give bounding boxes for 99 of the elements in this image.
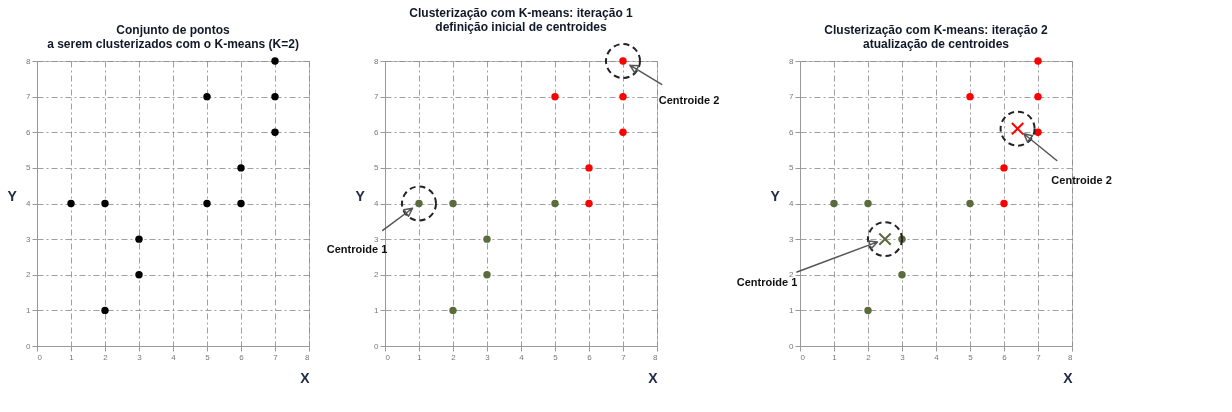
x-tick-label: 4 [171,352,177,362]
y-tick-label: 6 [374,127,380,137]
point [1034,92,1042,101]
y-tick-label: 3 [374,234,380,244]
point [203,199,211,208]
x-tick-label: 7 [621,352,627,362]
y-tick-label: 1 [374,305,380,315]
x-tick-label: 7 [273,352,279,362]
point [237,164,245,172]
x-tick-label: 3 [137,352,143,362]
y-tick-label: 0 [789,341,795,351]
y-tick-label: 4 [26,199,32,208]
y-tick-label: 1 [789,305,795,315]
chart-title: Conjunto de pontos a serem clusterizados com o K-means (K=2) [47,23,299,51]
x-tick-label: 7 [1036,352,1042,362]
x-tick-label: 4 [934,352,940,362]
y-tick-label: 3 [26,234,32,244]
point [271,57,279,65]
point [237,199,245,208]
point [271,128,279,136]
point [551,92,559,101]
point [619,128,627,136]
annotation: Centroide 2 [658,94,720,106]
y-tick-label: 5 [374,163,380,173]
point [585,199,593,208]
x-tick-label: 0 [800,352,806,362]
y-tick-label: 0 [374,341,380,351]
y-tick-label: 2 [374,270,380,280]
x-tick-label: 8 [653,352,659,362]
annotation: Centroide 1 [736,276,798,289]
y-tick-label: 5 [26,163,32,173]
x-tick-label: 1 [832,352,838,362]
point [449,199,457,208]
point [449,306,457,315]
chart-title: Clusterização com K-means: iteração 2 atualização de centroides [824,23,1049,51]
x-tick-label: 2 [103,352,109,362]
point [135,235,143,243]
y-axis-title: Y [355,188,366,204]
x-axis-title: X [300,369,311,386]
x-tick-label: 5 [968,352,974,362]
x-tick-label: 6 [1002,352,1008,362]
point [864,306,872,315]
point [966,199,974,208]
point [1034,128,1042,136]
x-tick-label: 0 [37,352,43,362]
y-tick-label: 4 [374,199,380,208]
y-tick-label: 6 [789,127,795,137]
y-tick-label: 5 [789,163,795,173]
y-tick-label: 0 [26,341,32,351]
x-axis-title: X [1063,369,1074,386]
x-tick-label: 8 [1068,352,1074,362]
point [1000,164,1008,172]
x-tick-label: 2 [451,352,457,362]
x-tick-label: 4 [519,352,525,362]
x-tick-label: 1 [69,352,75,362]
point [203,92,211,101]
annotation: Centroide 1 [326,242,388,255]
y-tick-label: 4 [789,199,795,208]
point [551,199,559,208]
point [864,199,872,208]
x-tick-label: 8 [305,352,311,362]
point [830,199,838,208]
x-tick-label: 5 [205,352,211,362]
x-tick-label: 6 [587,352,593,362]
x-tick-label: 6 [239,352,245,362]
x-tick-label: 1 [417,352,423,362]
y-tick-label: 8 [789,56,795,66]
point [135,271,143,279]
point [101,306,109,315]
point [966,92,974,101]
y-tick-label: 8 [374,56,380,66]
y-tick-label: 7 [26,92,32,102]
y-tick-label: 3 [789,234,795,244]
point [585,164,593,172]
y-tick-label: 7 [789,92,795,102]
point [271,92,279,101]
x-tick-label: 0 [385,352,391,362]
x-tick-label: 2 [866,352,872,362]
point [1034,57,1042,65]
y-axis-title: Y [770,188,781,204]
x-tick-label: 3 [485,352,491,362]
y-tick-label: 2 [26,270,32,280]
x-tick-label: 5 [553,352,559,362]
point [619,92,627,101]
point [483,271,491,279]
y-tick-label: 1 [26,305,32,315]
point [898,271,906,279]
point [67,199,75,208]
y-tick-label: 8 [26,56,32,66]
point [101,199,109,208]
x-axis-title: X [648,369,659,386]
x-tick-label: 3 [900,352,906,362]
y-tick-label: 6 [26,127,32,137]
point [1000,199,1008,208]
point [483,235,491,243]
y-tick-label: 7 [374,92,380,102]
annotation: Centroide 2 [1051,173,1112,186]
y-axis-title: Y [7,188,18,204]
chart-title: Clusterização com K-means: iteração 1 definição inicial de centroides [409,6,634,34]
